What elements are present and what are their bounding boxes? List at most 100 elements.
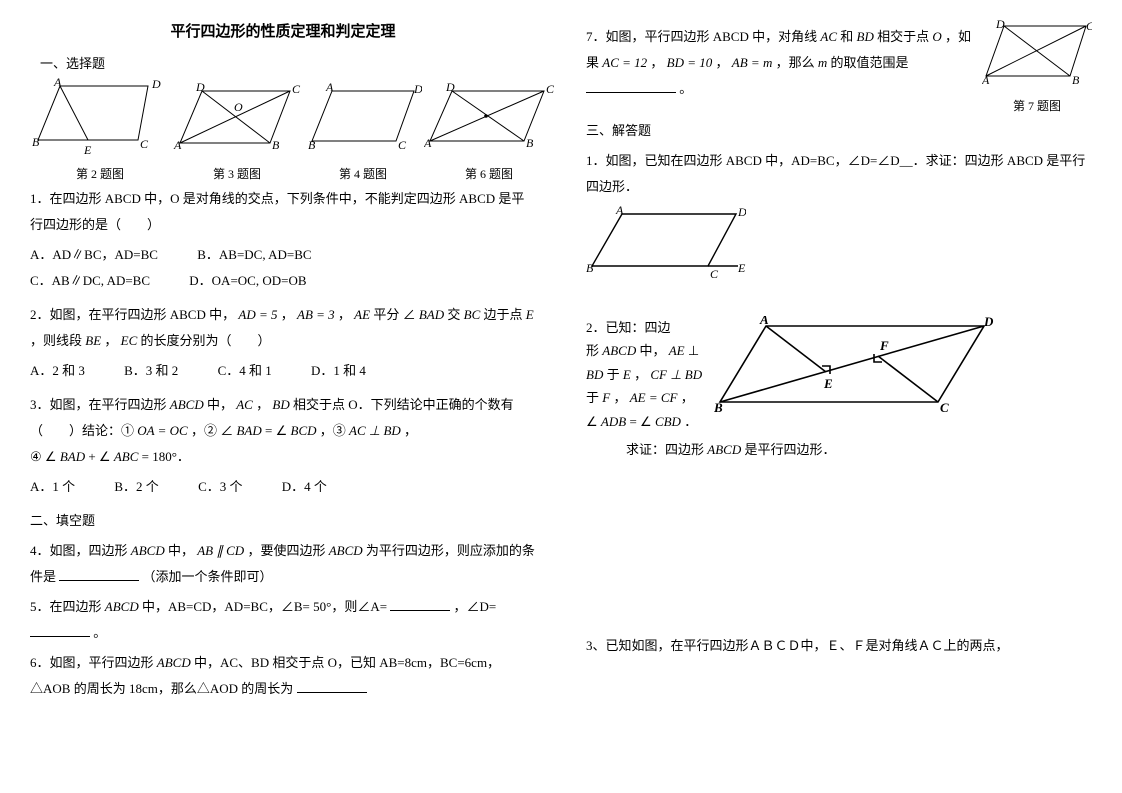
q7-t6: O bbox=[932, 29, 941, 44]
sq2-l2b: ABCD bbox=[602, 343, 636, 358]
q3-t9: ，② ∠ bbox=[191, 423, 233, 438]
section2-head: 二、填空题 bbox=[30, 508, 536, 534]
q5-t3: 中，AB=CD，AD=BC，∠B= 50°，则∠A= bbox=[142, 599, 387, 614]
q3-t17: BAD bbox=[60, 449, 85, 464]
q2-t15: ， bbox=[104, 333, 117, 348]
q3-t3: 中， bbox=[207, 397, 233, 412]
svg-text:D: D bbox=[737, 206, 746, 219]
svg-text:D: D bbox=[195, 83, 205, 94]
svg-text:A: A bbox=[325, 83, 334, 94]
q3-opts: A．1 个 B．2 个 C．3 个 D．4 个 bbox=[30, 474, 536, 500]
svg-text:E: E bbox=[823, 376, 833, 391]
q4-t4: AB ∥ CD bbox=[197, 543, 244, 558]
sq2-l3e: CF ⊥ BD bbox=[650, 367, 702, 382]
q2-A: A．2 和 3 bbox=[30, 358, 85, 384]
sq2-l2d: AE bbox=[669, 343, 685, 358]
sq1-svg: AD BC E bbox=[586, 206, 746, 286]
fig7-label: 第 7 题图 bbox=[982, 97, 1092, 114]
sq2-l5c: = ∠ bbox=[629, 414, 651, 429]
svg-text:B: B bbox=[308, 138, 316, 152]
svg-text:B: B bbox=[32, 135, 40, 149]
svg-text:B: B bbox=[1072, 73, 1080, 87]
svg-text:D: D bbox=[983, 316, 994, 329]
q5-t2: ABCD bbox=[105, 599, 139, 614]
sq2-l5a: ∠ bbox=[586, 414, 598, 429]
q3-t11: = ∠ bbox=[265, 423, 287, 438]
svg-text:A: A bbox=[759, 316, 769, 327]
q1-A: A．AD∥BC，AD=BC bbox=[30, 242, 158, 268]
sq2-l6c: 是平行四边形． bbox=[744, 442, 835, 457]
q5: 5．在四边形 ABCD 中，AB=CD，AD=BC，∠B= 50°，则∠A= ，… bbox=[30, 594, 536, 646]
fig6-svg: DC AB bbox=[424, 83, 554, 163]
svg-text:C: C bbox=[292, 83, 301, 96]
q2-t12: E bbox=[526, 307, 534, 322]
q2-t3: ， bbox=[281, 307, 294, 322]
fig2: AD BC E 第 2 题图 bbox=[30, 78, 170, 182]
q7-t3: 和 bbox=[840, 29, 856, 44]
q7-t4: BD bbox=[857, 29, 874, 44]
sq2-l5d: CBD bbox=[655, 414, 681, 429]
sq2-l2c: 中， bbox=[639, 343, 665, 358]
q7-t15: 的取值范围是 bbox=[831, 55, 909, 70]
q3-t2: ABCD bbox=[170, 397, 204, 412]
sq2-l1: 2．已知：四边 bbox=[586, 320, 671, 335]
q3-t13: ，③ bbox=[320, 423, 349, 438]
q1-D: D．OA=OC, OD=OB bbox=[189, 268, 306, 294]
svg-text:C: C bbox=[546, 83, 554, 96]
q3-t10: BAD bbox=[236, 423, 261, 438]
q1-B: B．AB=DC, AD=BC bbox=[197, 242, 311, 268]
fig7-svg: D C A B bbox=[982, 20, 1092, 95]
q3-D: D．4 个 bbox=[282, 474, 327, 500]
svg-text:D: D bbox=[995, 20, 1005, 31]
q4-t2: ABCD bbox=[131, 543, 165, 558]
q3-t1: 3．如图，在平行四边形 bbox=[30, 397, 170, 412]
svg-text:D: D bbox=[413, 83, 422, 96]
fig6-label: 第 6 题图 bbox=[465, 165, 513, 182]
figure-row: AD BC E 第 2 题图 DC AB O 第 bbox=[30, 78, 536, 182]
q6-blank bbox=[297, 680, 367, 693]
sq2-l5b: ADB bbox=[601, 414, 626, 429]
svg-text:C: C bbox=[710, 267, 719, 281]
q4-t3: 中， bbox=[168, 543, 194, 558]
fig2-svg: AD BC E bbox=[30, 78, 170, 163]
section1-head: 一、选择题 bbox=[40, 53, 536, 72]
q3-t16: ④ ∠ bbox=[30, 449, 57, 464]
q2-t17: 的长度分别为（ ） bbox=[141, 333, 271, 348]
sq2-l3a: BD bbox=[586, 367, 603, 382]
q3-t8: OA = OC bbox=[137, 423, 187, 438]
right-column: DC AB 第 7 题图 7．如图，平行四边形 ABCD 中，对角线 AC 和 … bbox=[586, 20, 1092, 773]
q2-t16: EC bbox=[121, 333, 138, 348]
svg-text:D: D bbox=[445, 83, 455, 94]
sq2-svg: AD BC EF bbox=[714, 316, 994, 426]
q2-t9: 交 bbox=[447, 307, 460, 322]
q2-t1: 2．如图，在平行四边形 ABCD 中， bbox=[30, 307, 235, 322]
fig2-label: 第 2 题图 bbox=[76, 165, 124, 182]
q6: 6．如图，平行四边形 ABCD 中，AC、BD 相交于点 O，已知 AB=8cm… bbox=[30, 650, 536, 702]
q2-B: B．3 和 2 bbox=[124, 358, 178, 384]
sq1: 1．如图，已知在四边形 ABCD 中，AD=BC，∠D=∠D__．求证：四边形 … bbox=[586, 148, 1092, 200]
q2-C: C．4 和 1 bbox=[218, 358, 272, 384]
svg-text:E: E bbox=[83, 143, 92, 157]
q6-t2: ABCD bbox=[157, 655, 191, 670]
q4-blank bbox=[59, 568, 139, 581]
q2-opts: A．2 和 3 B．3 和 2 C．4 和 1 D．1 和 4 bbox=[30, 358, 536, 384]
q2-t8: BAD bbox=[419, 307, 444, 322]
sq2: 2．已知：四边 形 ABCD 中， AE ⊥ BD 于 E ， CF ⊥ BD … bbox=[586, 316, 1092, 433]
sq2-l4c: ， bbox=[613, 390, 626, 405]
svg-text:B: B bbox=[714, 400, 723, 415]
sq2-l6a: 求证：四边形 bbox=[626, 442, 707, 457]
q4-t8: （添加一个条件即可） bbox=[143, 569, 273, 584]
q3-t12: BCD bbox=[291, 423, 317, 438]
q5-blank1 bbox=[390, 598, 450, 611]
svg-text:A: A bbox=[53, 78, 62, 89]
svg-text:C: C bbox=[1086, 20, 1092, 33]
svg-text:O: O bbox=[234, 100, 243, 114]
fig4-label: 第 4 题图 bbox=[339, 165, 387, 182]
q3: 3．如图，在平行四边形 ABCD 中， AC ， BD 相交于点 O．下列结论中… bbox=[30, 392, 536, 470]
q3-t19: ABC bbox=[114, 449, 139, 464]
q5-t5: 。 bbox=[93, 625, 106, 640]
svg-text:A: A bbox=[615, 206, 624, 217]
q7-t8: AC = 12 bbox=[602, 55, 647, 70]
q4-t5: ，要使四边形 bbox=[247, 543, 328, 558]
svg-text:A: A bbox=[982, 73, 990, 87]
